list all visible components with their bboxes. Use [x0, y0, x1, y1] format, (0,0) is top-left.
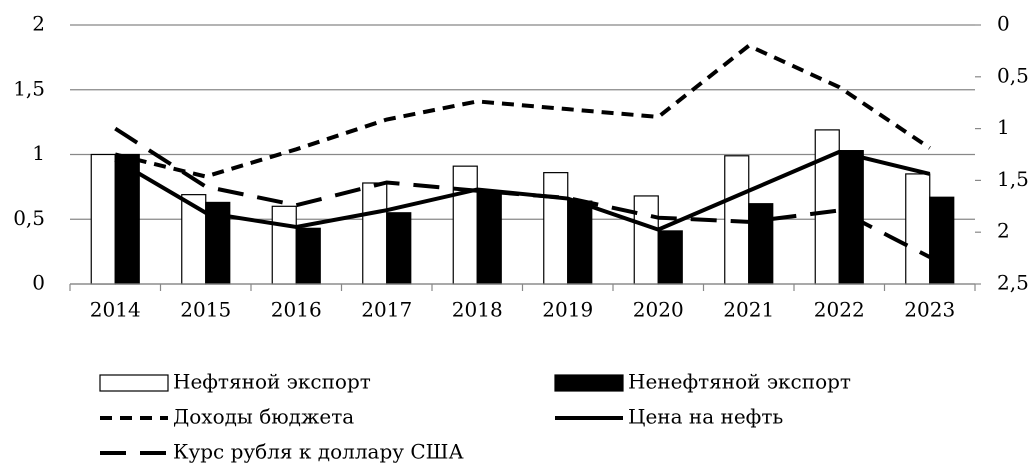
bar — [362, 182, 388, 285]
y-tick-label: 1 — [32, 141, 45, 165]
legend-label: Доходы бюджета — [173, 405, 354, 429]
x-tick-label: 2017 — [361, 298, 412, 322]
legend-label: Курс рубля к доллару США — [173, 440, 464, 464]
legend-label: Нефтяной экспорт — [173, 370, 371, 394]
y-tick-label: 1,5 — [13, 76, 45, 100]
bar — [386, 212, 412, 285]
y2-tick-label: 0 — [997, 12, 1010, 36]
bar — [633, 195, 659, 285]
y2-tick-label: 2 — [997, 219, 1010, 243]
legend-label: Цена на нефть — [628, 405, 783, 429]
bar — [271, 205, 297, 285]
x-tick-label: 2020 — [633, 298, 684, 322]
legend-swatch — [554, 374, 624, 392]
bar — [114, 153, 140, 285]
x-tick-label: 2022 — [814, 298, 865, 322]
x-tick-label: 2014 — [90, 298, 141, 322]
y-tick-label: 0,5 — [13, 206, 45, 230]
bar — [452, 165, 478, 285]
bar — [476, 190, 502, 285]
y2-tick-label: 1,5 — [997, 167, 1029, 191]
y-tick-label: 2 — [32, 12, 45, 36]
bar — [748, 203, 774, 285]
x-tick-label: 2021 — [723, 298, 774, 322]
line — [114, 126, 931, 259]
y-tick-label: 0 — [32, 271, 45, 295]
bar — [90, 153, 116, 285]
x-tick-label: 2016 — [271, 298, 322, 322]
x-tick-label: 2015 — [180, 298, 231, 322]
y2-tick-label: 1 — [997, 115, 1010, 139]
x-tick-label: 2019 — [542, 298, 593, 322]
bar — [929, 196, 955, 285]
y2-tick-label: 0,5 — [997, 63, 1029, 87]
legend-label: Ненефтяной экспорт — [628, 370, 851, 394]
x-tick-label: 2018 — [452, 298, 503, 322]
bar — [567, 200, 593, 285]
line — [114, 43, 931, 179]
y2-tick-label: 2,5 — [997, 271, 1029, 295]
line — [114, 149, 931, 232]
bar — [657, 230, 683, 285]
bar — [905, 173, 931, 285]
x-tick-label: 2023 — [904, 298, 955, 322]
legend-swatch — [99, 374, 169, 392]
bar — [295, 227, 321, 285]
bar — [543, 172, 569, 285]
